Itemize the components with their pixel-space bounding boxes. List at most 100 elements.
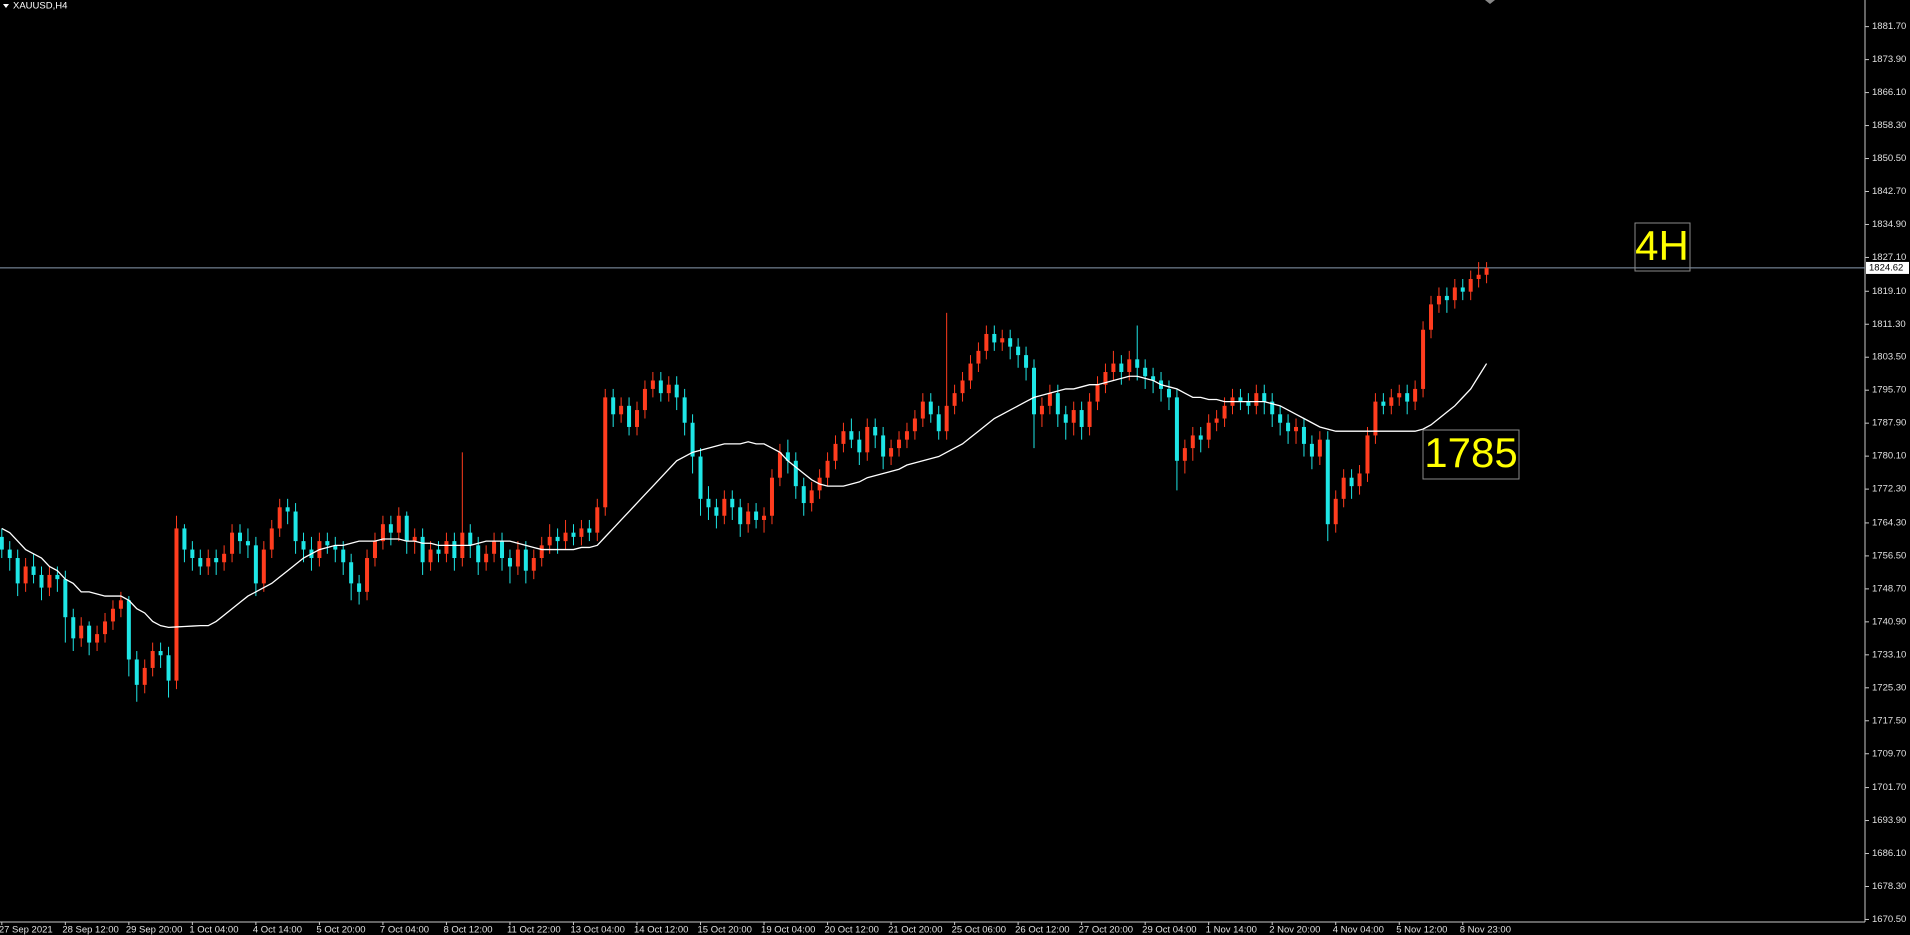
- candle-body: [1198, 435, 1203, 440]
- candle-body: [928, 401, 933, 415]
- candle-body: [444, 541, 449, 554]
- current-price-box: [1866, 261, 1909, 274]
- x-tick-label: 1 Oct 04:00: [189, 925, 238, 935]
- candle-body: [341, 549, 346, 563]
- candle-body: [762, 515, 767, 520]
- candle-body: [579, 528, 584, 537]
- y-tick-label: 1780.10: [1872, 451, 1906, 462]
- candle-body: [785, 452, 790, 461]
- candle-body: [1389, 397, 1394, 406]
- candle-body: [1373, 401, 1378, 436]
- candle-body: [531, 558, 536, 571]
- y-tick-label: 1733.10: [1872, 649, 1906, 660]
- y-tick-label: 1772.30: [1872, 484, 1906, 495]
- x-tick-label: 13 Oct 04:00: [570, 925, 624, 935]
- y-tick-label: 1748.70: [1872, 583, 1906, 594]
- x-tick-label: 5 Nov 12:00: [1396, 925, 1447, 935]
- candle-body: [230, 532, 235, 554]
- y-tick-label: 1725.30: [1872, 682, 1906, 693]
- candle-body: [976, 350, 981, 364]
- candle-body: [214, 558, 219, 563]
- candle-body: [349, 562, 354, 584]
- candle-body: [881, 435, 886, 457]
- candle-body: [889, 448, 894, 457]
- x-tick-label: 19 Oct 04:00: [761, 925, 815, 935]
- candle-body: [1341, 477, 1346, 499]
- candle-body: [650, 380, 655, 389]
- y-tick-label: 1670.50: [1872, 914, 1906, 925]
- candle-body: [1214, 418, 1219, 423]
- menu-arrow[interactable]: [3, 4, 9, 8]
- candle-body: [1301, 426, 1306, 444]
- candle-body: [952, 393, 957, 406]
- x-tick-label: 27 Sep 2021: [0, 925, 53, 935]
- candle-body: [166, 655, 171, 681]
- candle-body: [1397, 393, 1402, 398]
- candle-body: [793, 460, 798, 487]
- candle-body: [682, 397, 687, 423]
- candle-body: [746, 511, 751, 525]
- candle-body: [428, 549, 433, 563]
- candle-body: [365, 558, 370, 592]
- candle-body: [515, 549, 520, 567]
- candle-body: [1270, 401, 1275, 415]
- candle-body: [1413, 388, 1418, 402]
- x-tick-label: 27 Oct 20:00: [1079, 925, 1133, 935]
- y-tick-label: 1866.10: [1872, 87, 1906, 98]
- candle-body: [372, 541, 377, 559]
- candle-body: [849, 431, 854, 440]
- candle-body: [873, 426, 878, 436]
- candle-body: [1484, 267, 1489, 275]
- candle-body: [1190, 435, 1195, 449]
- candle-body: [960, 380, 965, 394]
- candle-body: [1032, 367, 1036, 415]
- candle-body: [611, 397, 616, 415]
- candle-body: [635, 410, 639, 427]
- candle-body: [198, 558, 203, 567]
- candle-body: [238, 532, 242, 542]
- candle-body: [47, 574, 52, 588]
- candle-body: [912, 418, 917, 432]
- candle-body: [809, 490, 814, 504]
- candle-body: [1246, 401, 1251, 406]
- candle-body: [7, 549, 12, 559]
- candle-body: [63, 579, 68, 618]
- candle-body: [301, 541, 306, 550]
- y-tick-label: 1873.90: [1872, 54, 1906, 65]
- candle-body: [1286, 422, 1291, 432]
- candle-body: [1119, 363, 1124, 373]
- y-tick-label: 1819.10: [1872, 286, 1906, 297]
- candle-body: [222, 553, 227, 563]
- candle-body: [1055, 393, 1060, 415]
- candle-body: [1278, 414, 1283, 423]
- candle-body: [1222, 405, 1227, 419]
- y-tick-label: 1701.70: [1872, 782, 1906, 793]
- candle-body: [666, 384, 671, 394]
- candle-body: [0, 536, 4, 550]
- moving-average: [1, 363, 1488, 629]
- candle-body: [190, 549, 195, 559]
- y-tick-label: 1827.10: [1872, 252, 1906, 263]
- plot: 1881.70 1873.90 1866.10 1858.30 1850.50 1842.…: [0, 21, 1906, 935]
- candle-body: [563, 532, 568, 542]
- annotation-box: [1634, 222, 1691, 272]
- candle-body: [134, 659, 139, 685]
- candle-body: [944, 405, 949, 432]
- candle-body: [412, 536, 417, 542]
- candle-body: [87, 625, 92, 643]
- candle-body: [357, 583, 362, 592]
- candle-body: [642, 388, 647, 411]
- candle-body: [738, 507, 743, 525]
- x-tick-label: 8 Nov 23:00: [1460, 925, 1511, 935]
- candle-body: [174, 528, 179, 681]
- candle-body: [126, 600, 131, 660]
- candle-body: [333, 545, 338, 550]
- candle-body: [1468, 279, 1473, 292]
- y-tick-label: 1709.70: [1872, 748, 1906, 759]
- candle-body: [833, 443, 838, 461]
- x-tick-label: 11 Oct 22:00: [507, 925, 561, 935]
- x-tick-label: 15 Oct 20:00: [698, 925, 752, 935]
- candle-body: [285, 507, 290, 512]
